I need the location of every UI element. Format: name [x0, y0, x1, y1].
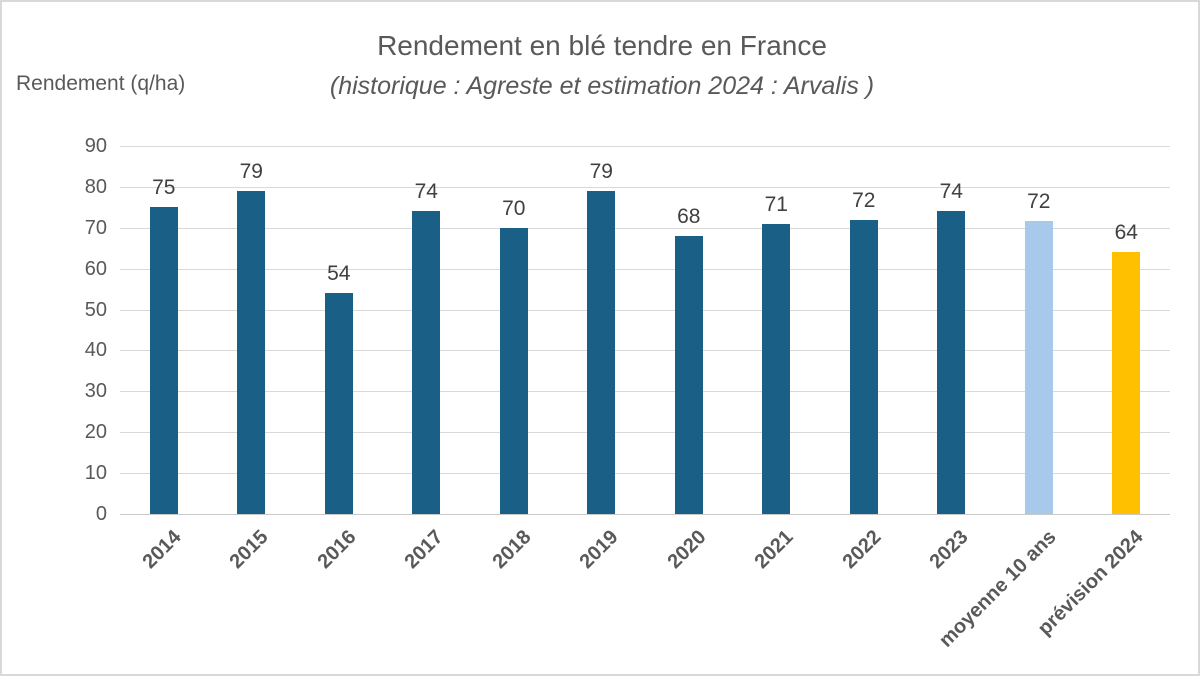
y-tick-label-0: 0	[95, 503, 107, 525]
y-tick-label-20: 20	[84, 421, 107, 444]
bar-2018	[499, 227, 528, 514]
gridline-70	[120, 227, 1170, 229]
bar-value-label-2016: 54	[327, 262, 351, 286]
y-tick-label-50: 50	[84, 298, 107, 321]
plot-area	[120, 146, 1170, 515]
y-tick-label-60: 60	[84, 257, 107, 280]
bar-value-label-2018: 70	[502, 196, 526, 220]
bar-value-label-2021: 71	[764, 192, 788, 216]
bar-2014	[149, 207, 178, 514]
bar-value-label-moyenne-10-ans: 72	[1027, 190, 1051, 214]
bar-value-label-prévision-2024: 64	[1114, 221, 1138, 245]
gridline-0	[120, 514, 1170, 515]
gridline-80	[120, 186, 1170, 188]
gridline-30	[120, 391, 1170, 393]
bar-value-label-2019: 79	[589, 159, 613, 183]
y-axis-title: Rendement (q/ha)	[16, 72, 186, 95]
bar-value-label-2022: 72	[852, 188, 876, 212]
y-tick-label-10: 10	[84, 462, 107, 485]
bar-value-label-2017: 74	[414, 180, 438, 204]
bar-value-label-2014: 75	[152, 176, 176, 200]
y-tick-label-30: 30	[84, 380, 107, 403]
bar-2023	[937, 211, 966, 514]
bar-2019	[587, 190, 616, 514]
bar-moyenne-10-ans	[1024, 221, 1053, 514]
gridline-10	[120, 473, 1170, 475]
bar-value-label-2023: 74	[939, 180, 963, 204]
y-tick-label-70: 70	[84, 216, 107, 239]
bar-2017	[412, 211, 441, 514]
gridline-60	[120, 268, 1170, 270]
y-tick-label-40: 40	[84, 339, 107, 362]
gridline-90	[120, 146, 1170, 147]
bar-value-label-2015: 79	[239, 159, 263, 183]
bar-2022	[849, 219, 878, 514]
gridline-20	[120, 432, 1170, 434]
bar-2016	[324, 293, 353, 514]
bar-2015	[237, 190, 266, 514]
gridline-40	[120, 350, 1170, 352]
bar-value-label-2020: 68	[677, 204, 701, 228]
gridline-50	[120, 309, 1170, 311]
bar-2021	[762, 223, 791, 514]
bar-prévision-2024	[1112, 252, 1141, 514]
chart-subtitle: (historique : Agreste et estimation 2024…	[329, 72, 875, 100]
y-tick-label-90: 90	[84, 135, 107, 157]
y-tick-label-80: 80	[84, 175, 107, 198]
bar-2020	[674, 235, 703, 514]
chart-title: Rendement en blé tendre en France	[377, 30, 827, 61]
